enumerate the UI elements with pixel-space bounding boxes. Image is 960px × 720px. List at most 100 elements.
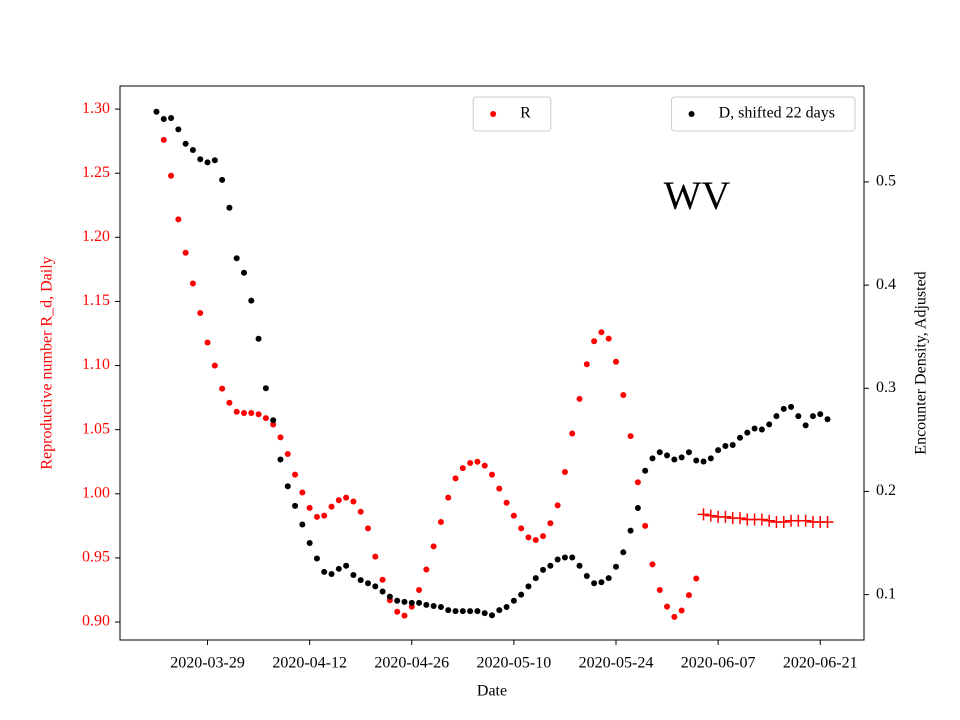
point [583,361,590,368]
point [248,410,255,417]
point [627,433,634,440]
point [189,146,196,153]
point [496,485,503,492]
point [715,447,722,454]
point [489,471,495,478]
point [758,426,765,433]
point [795,413,802,420]
point [459,608,466,615]
point [591,580,598,587]
point [824,416,831,423]
x-tick-label: 2020-05-24 [579,655,654,672]
point [445,494,452,501]
point [474,458,481,465]
plus-marker [821,516,834,529]
point [313,555,320,562]
legend: D, shifted 22 days [671,96,856,132]
legend: R [472,96,552,132]
legend-label: R [520,105,531,122]
point [576,395,583,402]
point [262,385,269,392]
point [685,592,692,599]
point [591,338,598,345]
y2-tick-label: 0.1 [876,585,896,602]
point [321,568,328,575]
point [802,422,809,429]
point [430,543,437,550]
point [219,385,226,392]
point [313,513,320,520]
point [751,425,758,432]
point [627,527,634,534]
point [233,408,240,415]
point [540,566,547,573]
point [467,460,474,467]
point [685,449,692,456]
point [343,494,350,501]
plus-marker [799,514,812,527]
plus-marker [734,512,746,525]
point [459,465,466,472]
point [729,442,736,449]
point [284,483,291,490]
x-tick-label: 2020-04-26 [374,655,449,672]
point [773,413,780,420]
point [175,126,182,133]
point [226,204,233,211]
y-tick-label: 0.90 [82,613,110,630]
point [642,522,649,529]
point [678,454,685,461]
point [343,562,350,569]
point [474,608,481,615]
point [510,597,517,604]
point [620,392,627,399]
point [605,575,612,582]
point [583,573,590,580]
point [248,297,255,304]
point [321,512,328,519]
point [255,411,262,418]
point [649,455,656,462]
point [510,512,517,519]
point [328,570,335,577]
point [525,583,532,590]
y2-tick-label: 0.5 [876,173,896,190]
point [656,449,663,456]
point [489,612,495,619]
y-axis-label: Reproductive number R_d, Daily [39,256,56,469]
point [335,497,342,504]
point [664,603,671,610]
point [518,591,525,598]
point [569,430,576,437]
x-tick-label: 2020-06-07 [681,655,756,672]
point [437,519,444,526]
point [416,586,423,593]
point [688,111,695,117]
point [561,469,568,476]
point [788,403,795,410]
point [270,417,277,424]
point [605,335,612,342]
point [532,575,539,582]
point [700,458,707,465]
y-tick-label: 0.95 [82,549,110,566]
point [693,575,700,582]
point [292,502,299,509]
y2-tick-label: 0.2 [876,482,896,499]
legend-box [671,96,856,132]
point [547,562,554,569]
point [496,607,503,614]
point [211,362,218,369]
point [481,610,488,617]
y-tick-label: 1.00 [82,484,110,501]
point [350,572,357,579]
point [219,176,226,183]
point [197,309,204,316]
point [613,358,619,365]
point [168,114,175,121]
point [175,216,182,223]
point [226,399,233,406]
point [211,157,218,164]
point [241,269,247,276]
